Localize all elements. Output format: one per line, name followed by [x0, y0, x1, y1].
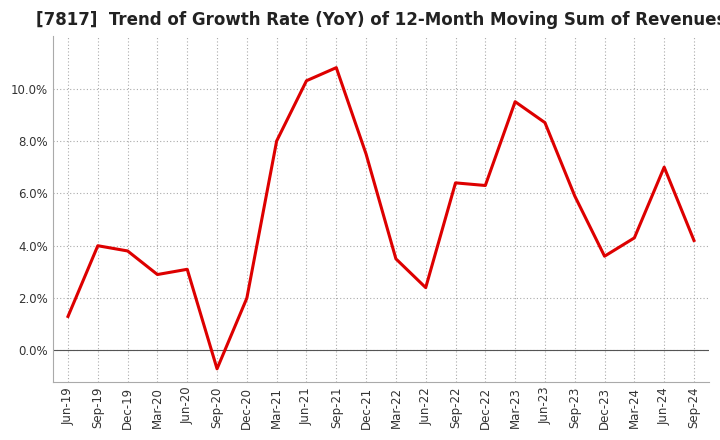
Title: [7817]  Trend of Growth Rate (YoY) of 12-Month Moving Sum of Revenues: [7817] Trend of Growth Rate (YoY) of 12-…	[36, 11, 720, 29]
